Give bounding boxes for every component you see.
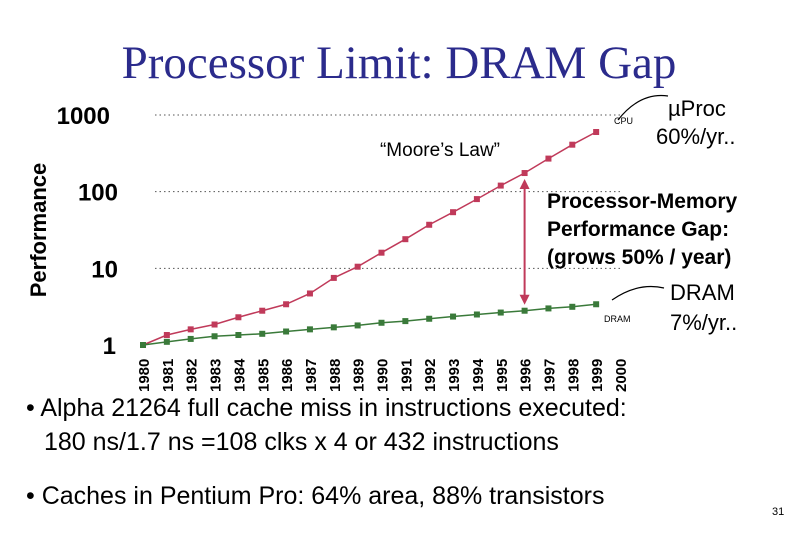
gap-arrow-head-top <box>519 179 530 190</box>
cpu-point-1984 <box>235 314 242 321</box>
x-tick-1988: 1988 <box>327 359 344 392</box>
x-tick-2000: 2000 <box>613 359 630 392</box>
cpu-callout-curve <box>617 94 669 121</box>
x-tick-1987: 1987 <box>303 359 320 392</box>
gap-label-line3: (grows 50% / year) <box>547 246 731 269</box>
cpu-point-1995 <box>497 182 504 189</box>
x-tick-1982: 1982 <box>184 359 201 392</box>
series-lines <box>140 129 600 348</box>
dram-point-1980 <box>140 342 146 348</box>
dram-point-1995 <box>497 309 504 316</box>
dram-rate-line2: 7%/yr.. <box>670 310 737 335</box>
dram-point-1983 <box>211 333 218 340</box>
dram-point-1996 <box>521 307 528 314</box>
gridlines <box>155 114 620 269</box>
dram-point-1993 <box>450 313 457 320</box>
x-tick-1995: 1995 <box>494 359 511 392</box>
dram-point-1999 <box>593 301 600 308</box>
x-tick-1980: 1980 <box>136 359 153 392</box>
x-tick-1994: 1994 <box>470 358 487 392</box>
cpu-line <box>142 131 597 346</box>
x-tick-1992: 1992 <box>422 359 439 392</box>
gap-label-line2: Performance Gap: <box>547 218 729 241</box>
uproc-rate-line2: 60%/yr.. <box>656 124 735 149</box>
dram-point-1984 <box>235 332 242 339</box>
x-tick-1996: 1996 <box>518 359 535 392</box>
x-tick-1989: 1989 <box>351 359 368 392</box>
dram-line <box>142 303 597 346</box>
cpu-point-1998 <box>569 141 576 148</box>
x-tick-1983: 1983 <box>208 359 225 392</box>
moores-law-label: “Moore’s Law” <box>380 140 500 161</box>
x-tick-1999: 1999 <box>589 359 606 392</box>
cpu-point-1981 <box>163 332 170 339</box>
dram-series-label: DRAM <box>604 314 631 324</box>
cpu-point-1991 <box>402 236 409 243</box>
gap-label-line1: Processor-Memory <box>547 190 738 213</box>
bullet-1: • Alpha 21264 full cache miss in instruc… <box>26 394 627 422</box>
uproc-rate-line1: µProc <box>668 96 726 121</box>
dram-point-1992 <box>426 315 433 322</box>
cpu-point-1986 <box>283 301 290 308</box>
dram-point-1994 <box>473 311 480 318</box>
cpu-series-label: CPU <box>614 116 633 126</box>
y-tick-labels: 1 10 100 1000 <box>57 103 118 360</box>
y-tick-1: 1 <box>103 333 116 360</box>
x-tick-1998: 1998 <box>565 359 582 392</box>
x-tick-1993: 1993 <box>446 359 463 392</box>
x-tick-1997: 1997 <box>541 359 558 392</box>
cpu-point-1997 <box>545 155 552 162</box>
cpu-point-1992 <box>426 221 433 228</box>
cpu-point-1990 <box>378 249 385 256</box>
cpu-point-1982 <box>187 326 194 333</box>
dram-point-1986 <box>283 328 290 335</box>
x-tick-1990: 1990 <box>375 359 392 392</box>
cpu-point-1999 <box>593 129 600 136</box>
dram-point-1982 <box>187 335 194 342</box>
x-tick-1981: 1981 <box>160 359 177 392</box>
x-tick-labels: 1980 1981 1982 1983 1984 1985 1986 1987 1988 1989… <box>136 358 630 392</box>
cpu-point-1987 <box>306 290 313 297</box>
dram-point-1990 <box>378 319 385 326</box>
dram-point-1991 <box>402 318 409 325</box>
x-tick-1985: 1985 <box>255 359 272 392</box>
x-tick-1984: 1984 <box>231 358 248 392</box>
cpu-point-1993 <box>450 209 457 216</box>
dram-point-1981 <box>163 338 170 345</box>
y-tick-10: 10 <box>91 256 118 283</box>
x-tick-1991: 1991 <box>398 359 415 392</box>
dram-point-1985 <box>259 330 266 337</box>
dram-point-1989 <box>354 322 361 329</box>
y-tick-1000: 1000 <box>57 103 110 130</box>
x-tick-1986: 1986 <box>279 359 296 392</box>
dram-point-1987 <box>306 326 313 333</box>
dram-rate-line1: DRAM <box>670 280 735 305</box>
dram-point-1997 <box>545 305 552 312</box>
y-axis-label: Performance <box>26 163 51 298</box>
cpu-point-1994 <box>473 196 480 203</box>
cpu-point-1996 <box>521 170 528 177</box>
cpu-point-1985 <box>259 307 266 314</box>
dram-point-1998 <box>569 303 576 310</box>
cpu-point-1989 <box>354 263 361 270</box>
y-tick-100: 100 <box>78 180 118 207</box>
slide-title: Processor Limit: DRAM Gap <box>0 36 810 90</box>
cpu-point-1983 <box>211 321 218 328</box>
page-number: 31 <box>772 506 785 518</box>
slide-title-text: Processor Limit: DRAM Gap <box>121 37 677 89</box>
cpu-point-1988 <box>330 274 337 281</box>
dram-callout-curve <box>611 285 665 301</box>
gap-arrow-head-bottom <box>519 294 530 305</box>
bullet-2: • Caches in Pentium Pro: 64% area, 88% t… <box>26 482 605 510</box>
bullet-1-continuation: 180 ns/1.7 ns =108 clks x 4 or 432 instr… <box>44 428 559 456</box>
dram-point-1988 <box>330 324 337 331</box>
